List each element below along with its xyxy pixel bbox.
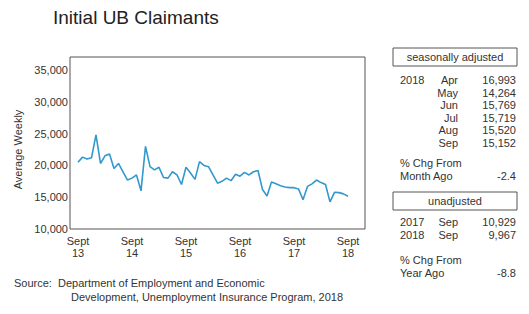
svg-text:Jun: Jun <box>440 99 458 111</box>
svg-text:30,000: 30,000 <box>34 96 68 108</box>
svg-text:Initial UB Claimants: Initial UB Claimants <box>53 7 219 28</box>
svg-text:14: 14 <box>126 247 138 259</box>
svg-text:% Chg From: % Chg From <box>400 254 462 266</box>
svg-text:May: May <box>437 87 458 99</box>
svg-text:seasonally adjusted: seasonally adjusted <box>407 51 504 63</box>
svg-text:15,000: 15,000 <box>34 191 68 203</box>
svg-text:16: 16 <box>234 247 246 259</box>
svg-text:2017: 2017 <box>400 216 424 228</box>
svg-text:18: 18 <box>342 247 354 259</box>
svg-text:-8.8: -8.8 <box>497 267 516 279</box>
svg-text:2018: 2018 <box>400 229 424 241</box>
svg-text:Sep: Sep <box>438 229 458 241</box>
svg-text:% Chg From: % Chg From <box>400 157 462 169</box>
svg-text:Sept: Sept <box>337 235 360 247</box>
svg-text:Month Ago: Month Ago <box>400 170 453 182</box>
svg-text:15,769: 15,769 <box>482 99 516 111</box>
svg-text:Sep: Sep <box>438 216 458 228</box>
svg-text:Apr: Apr <box>441 74 458 86</box>
svg-text:10,000: 10,000 <box>34 223 68 235</box>
svg-text:10,929: 10,929 <box>482 216 516 228</box>
svg-text:Sept: Sept <box>175 235 198 247</box>
svg-text:20,000: 20,000 <box>34 159 68 171</box>
svg-text:17: 17 <box>288 247 300 259</box>
svg-text:Jul: Jul <box>444 112 458 124</box>
svg-text:15,719: 15,719 <box>482 112 516 124</box>
svg-text:Development, Unemployment Insu: Development, Unemployment Insurance Prog… <box>71 291 343 303</box>
svg-text:Sept: Sept <box>67 235 90 247</box>
svg-text:25,000: 25,000 <box>34 128 68 140</box>
svg-text:Sept: Sept <box>121 235 144 247</box>
svg-text:2018: 2018 <box>400 74 424 86</box>
svg-text:15,152: 15,152 <box>482 137 516 149</box>
svg-text:-2.4: -2.4 <box>497 170 516 182</box>
svg-text:15: 15 <box>180 247 192 259</box>
svg-text:9,967: 9,967 <box>488 229 516 241</box>
svg-text:unadjusted: unadjusted <box>428 195 482 207</box>
svg-text:Source: Department of Employm: Source: Department of Employment and Eco… <box>14 277 265 289</box>
svg-text:Average Weekly: Average Weekly <box>12 109 24 189</box>
svg-text:16,993: 16,993 <box>482 74 516 86</box>
svg-text:Sep: Sep <box>438 137 458 149</box>
svg-text:Year Ago: Year Ago <box>400 267 444 279</box>
svg-text:Sept: Sept <box>229 235 252 247</box>
svg-text:14,264: 14,264 <box>482 87 516 99</box>
svg-text:15,520: 15,520 <box>482 124 516 136</box>
svg-text:35,000: 35,000 <box>34 64 68 76</box>
svg-text:Aug: Aug <box>438 124 458 136</box>
svg-text:Sept: Sept <box>283 235 306 247</box>
svg-text:13: 13 <box>72 247 84 259</box>
